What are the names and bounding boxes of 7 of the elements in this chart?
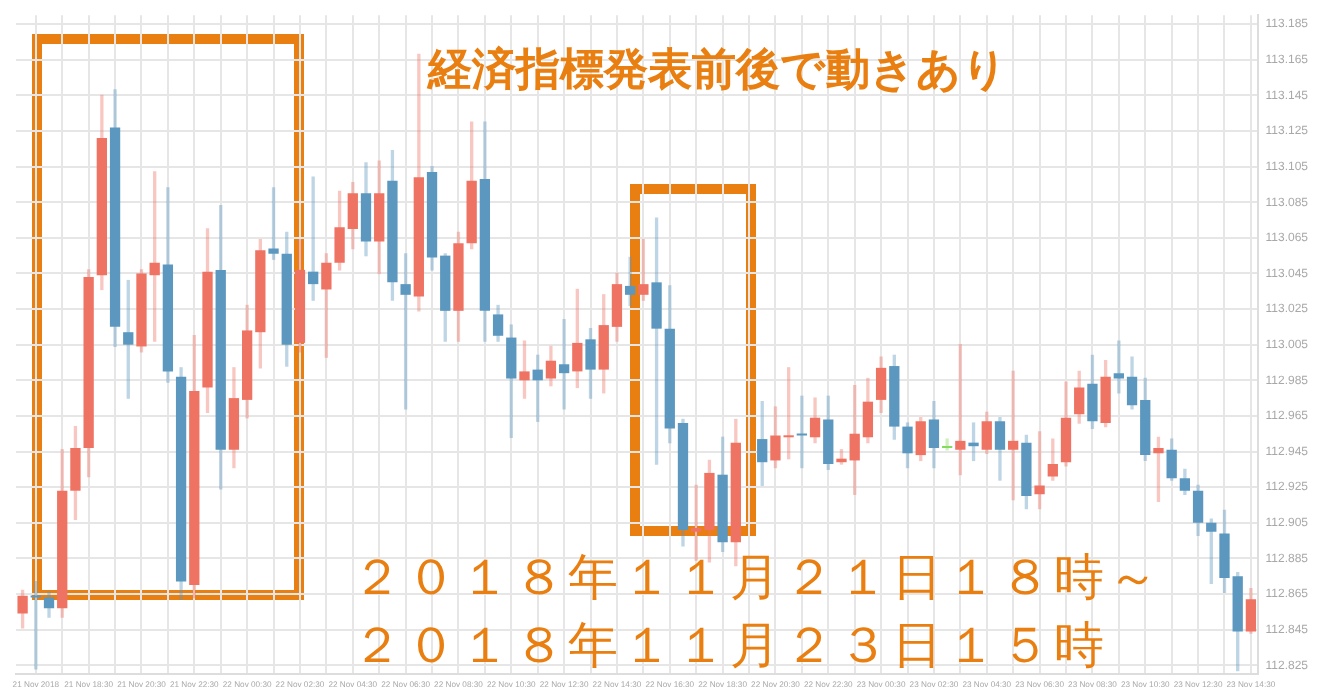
annotation: ２０１８年１１月２３日１５時 <box>352 614 1108 678</box>
candlestick <box>558 319 570 410</box>
candlestick <box>796 395 807 469</box>
text: 経済指標発表前後で動きあり <box>428 43 1008 100</box>
candlestick <box>941 438 953 451</box>
annotation: ２０１８年１１月２１日１８時～ <box>352 546 1162 610</box>
candlestick <box>625 256 636 307</box>
